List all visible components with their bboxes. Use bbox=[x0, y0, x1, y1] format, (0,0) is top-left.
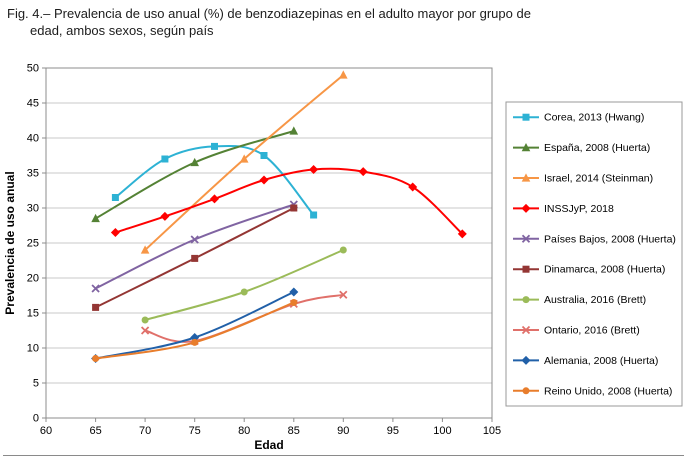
data-point-marker bbox=[140, 245, 150, 254]
legend-label: Corea, 2013 (Hwang) bbox=[544, 112, 644, 124]
data-point-marker bbox=[339, 70, 348, 79]
data-point-marker bbox=[239, 154, 249, 163]
data-point-marker bbox=[457, 229, 467, 239]
data-point-marker bbox=[260, 152, 268, 159]
y-tick-label: 45 bbox=[27, 98, 39, 110]
legend-key-marker bbox=[521, 234, 531, 243]
series-line bbox=[144, 293, 345, 343]
data-point-marker bbox=[111, 194, 119, 201]
legend-box bbox=[505, 101, 683, 407]
legend-key-marker bbox=[522, 387, 530, 395]
x-tick-label: 90 bbox=[337, 425, 349, 437]
figure-caption-line2: edad, ambos sexos, según país bbox=[30, 23, 214, 39]
x-tick-label: 100 bbox=[433, 425, 451, 437]
series-line bbox=[94, 301, 295, 360]
legend-label: Reino Unido, 2008 (Huerta) bbox=[544, 385, 672, 397]
x-tick-label: 85 bbox=[288, 425, 300, 437]
legend-key-marker bbox=[521, 355, 531, 365]
data-point-marker bbox=[290, 299, 298, 306]
data-point-marker bbox=[91, 213, 100, 223]
data-point-marker bbox=[161, 155, 169, 163]
legend-label: Australia, 2016 (Brett) bbox=[544, 294, 646, 306]
legend-key-marker bbox=[522, 296, 530, 304]
legend-key-marker bbox=[522, 113, 530, 121]
x-tick-label: 60 bbox=[40, 425, 52, 437]
data-point-marker bbox=[339, 290, 348, 299]
series-line bbox=[94, 203, 295, 290]
series-line bbox=[94, 291, 295, 360]
data-point-marker bbox=[211, 142, 218, 150]
data-point-marker bbox=[289, 287, 299, 297]
data-point-marker bbox=[91, 284, 100, 293]
legend-label: España, 2008 (Huerta) bbox=[544, 142, 650, 154]
x-tick-label: 80 bbox=[238, 425, 250, 437]
legend-key-marker bbox=[522, 265, 530, 273]
series-line bbox=[114, 144, 315, 216]
legend-label: Alemania, 2008 (Huerta) bbox=[544, 355, 658, 367]
legend-key-marker bbox=[521, 325, 531, 335]
x-tick-label: 95 bbox=[387, 425, 399, 437]
data-point-marker bbox=[210, 194, 219, 204]
y-tick-label: 25 bbox=[27, 238, 39, 250]
y-tick-label: 35 bbox=[27, 168, 39, 180]
legend-key-marker bbox=[521, 203, 531, 213]
figure-caption: Fig. 4.– Prevalencia de uso anual (%) de… bbox=[7, 5, 677, 39]
legend-label: INSSJyP, 2018 bbox=[544, 203, 614, 215]
data-point-marker bbox=[309, 165, 319, 174]
data-point-marker bbox=[190, 157, 199, 167]
x-tick-label: 65 bbox=[89, 425, 101, 437]
legend-key-marker bbox=[521, 173, 531, 182]
x-axis-title: Edad bbox=[254, 438, 283, 452]
legend-label: Ontario, 2016 (Brett) bbox=[544, 325, 640, 337]
data-point-marker bbox=[191, 254, 199, 262]
bottom-divider-rule bbox=[3, 455, 684, 456]
data-point-marker bbox=[310, 211, 318, 219]
y-tick-label: 0 bbox=[33, 413, 39, 425]
x-tick-label: 75 bbox=[189, 425, 201, 437]
x-tick-label: 70 bbox=[139, 425, 151, 437]
data-point-marker bbox=[339, 246, 347, 254]
data-point-marker bbox=[160, 211, 170, 221]
series-line bbox=[144, 249, 345, 321]
data-point-marker bbox=[141, 316, 149, 324]
data-point-marker bbox=[190, 235, 199, 244]
data-point-marker bbox=[240, 288, 248, 296]
data-point-marker bbox=[92, 303, 100, 311]
y-tick-label: 5 bbox=[33, 378, 39, 390]
data-point-marker bbox=[289, 126, 299, 135]
y-tick-label: 40 bbox=[27, 133, 39, 145]
data-point-marker bbox=[92, 355, 100, 362]
data-point-marker bbox=[290, 204, 298, 212]
x-tick-label: 105 bbox=[483, 425, 501, 437]
y-axis-title: Prevalencia de uso anual bbox=[3, 171, 17, 314]
y-tick-label: 50 bbox=[27, 63, 39, 75]
data-point-marker bbox=[358, 167, 368, 177]
line-chart: 60 65 70 75 80 85 90 95 100 105 0 5 10 15 20 25 30 35 40 45… bbox=[3, 63, 683, 452]
legend-key-marker bbox=[521, 143, 531, 152]
data-point-marker bbox=[408, 182, 418, 192]
data-point-marker bbox=[259, 175, 269, 185]
legend-label: Dinamarca, 2008 (Huerta) bbox=[544, 264, 665, 276]
data-point-marker bbox=[191, 338, 199, 346]
figure-caption-line1: Fig. 4.– Prevalencia de uso anual (%) de… bbox=[7, 6, 531, 21]
y-tick-label: 20 bbox=[27, 273, 39, 285]
legend-label: Israel, 2014 (Steinman) bbox=[544, 173, 653, 185]
y-tick-label: 15 bbox=[27, 308, 39, 320]
data-point-marker bbox=[110, 228, 120, 237]
series-line bbox=[114, 167, 464, 235]
legend-label: Países Bajos, 2008 (Huerta) bbox=[544, 233, 676, 245]
y-tick-label: 30 bbox=[27, 203, 39, 215]
data-point-marker bbox=[140, 326, 150, 335]
y-tick-label: 10 bbox=[27, 343, 39, 355]
